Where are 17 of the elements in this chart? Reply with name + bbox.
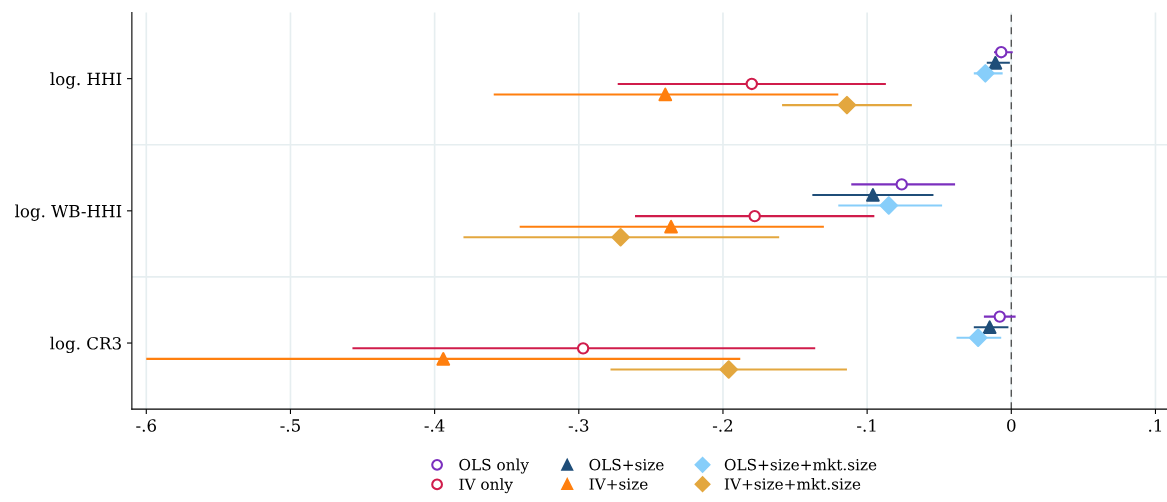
x-tick-label: -.2 — [712, 419, 733, 432]
legend-label: IV only — [459, 478, 513, 494]
legend-label: OLS+size — [589, 458, 664, 471]
legend-label: OLS+size+mkt.size — [724, 458, 877, 471]
legend-label: OLS only — [459, 458, 529, 474]
x-tick-label: -.5 — [280, 419, 300, 432]
x-tick-label: .1 — [1149, 419, 1162, 432]
y-tick-label: log. CR3 — [50, 336, 121, 354]
x-tick-label: 0 — [1007, 419, 1016, 432]
x-tick-label: -.3 — [568, 419, 589, 432]
legend-label: IV+size+mkt.size — [724, 477, 861, 490]
legend-label: IV+size — [589, 478, 648, 490]
y-tick-label: log. WB-HHI — [15, 204, 122, 221]
x-tick-label: -.1 — [857, 419, 876, 432]
x-tick-label: -.6 — [136, 419, 156, 432]
y-tick-label: log. HHI — [50, 72, 122, 89]
x-tick-label: -.4 — [424, 419, 445, 432]
